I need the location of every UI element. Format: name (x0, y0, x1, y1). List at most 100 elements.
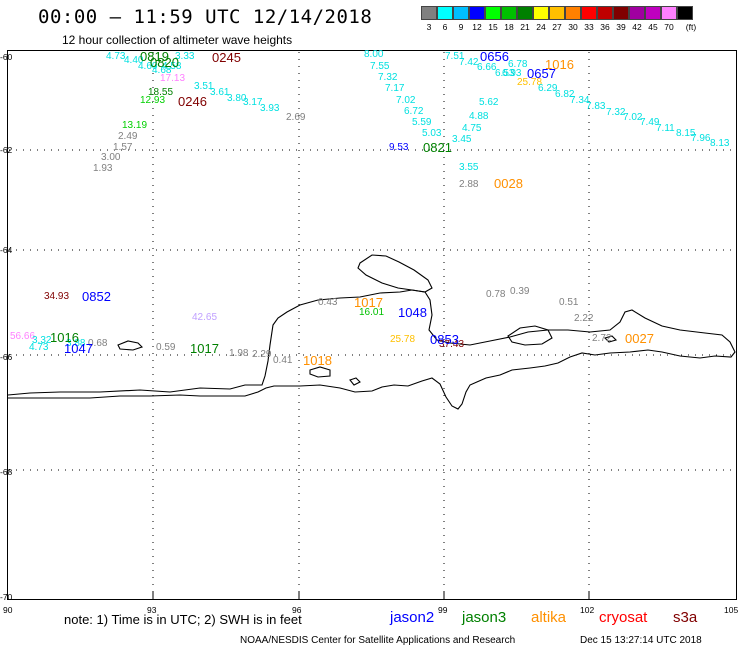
wave-height-value: 7.96 (691, 133, 711, 144)
wave-height-value: 4.73 (106, 51, 126, 62)
island (117, 340, 144, 351)
wave-height-value: 1.98 (229, 348, 249, 359)
wave-height-value: 7.42 (459, 57, 479, 68)
wave-height-value: 4.68 (152, 65, 172, 76)
map-title: 00:00 – 11:59 UTC 12/14/2018 (38, 6, 373, 28)
wave-height-value: 7.02 (396, 95, 416, 106)
wave-height-value: 3.93 (260, 103, 280, 114)
wave-height-value: 56.66 (10, 331, 36, 342)
wave-height-value: 3.33 (175, 51, 195, 62)
legend-label: 18 (504, 22, 514, 32)
lon-label: 99 (438, 605, 448, 615)
legend-swatch (485, 6, 501, 20)
wave-height-value: 18.55 (148, 87, 174, 98)
pass-time-label: 1017 (190, 341, 219, 356)
satellite-label-jason3: jason3 (462, 609, 507, 626)
wave-height-value: 0.78 (486, 289, 506, 300)
island (349, 377, 361, 386)
wave-height-value: 6.82 (555, 89, 575, 100)
wave-height-value: 7.32 (606, 107, 626, 118)
wave-height-value: 2.88 (459, 179, 479, 190)
map-plot-area (7, 50, 737, 600)
legend-label: 9 (458, 22, 464, 32)
wave-height-value: 6.53 (495, 68, 515, 79)
wave-height-value: 3.80 (227, 93, 247, 104)
wave-height-value: 3.61 (210, 87, 230, 98)
legend-swatch (501, 6, 517, 20)
pass-time-label: 1018 (303, 353, 332, 368)
legend-label: 15 (488, 22, 498, 32)
wave-height-value: 37.43 (439, 339, 465, 350)
wave-height-value: 13.19 (122, 120, 148, 131)
wave-height-value: 4.73 (29, 342, 49, 353)
wave-height-value: 16.01 (359, 307, 385, 318)
wave-height-value: 3.32 (32, 335, 52, 346)
wave-height-value: 2.22 (574, 313, 594, 324)
pass-time-label: 0657 (527, 66, 556, 81)
lon-label: 102 (580, 605, 595, 615)
wave-height-value: 6.72 (404, 106, 424, 117)
pass-time-label: 0245 (212, 50, 241, 65)
legend-label: 45 (648, 22, 658, 32)
legend-swatch (581, 6, 597, 20)
wave-height-value: 2.49 (118, 131, 138, 142)
wave-height-value: 4.58 (162, 61, 182, 72)
pass-time-label: 1048 (398, 305, 427, 320)
wave-height-value: 7.49 (640, 117, 660, 128)
legend-swatch (629, 6, 645, 20)
pass-time-label: 0819 (140, 49, 169, 64)
wave-height-value: 2.72 (592, 333, 612, 344)
legend-label: 42 (632, 22, 642, 32)
wave-height-value: 6.93 (502, 68, 522, 79)
wave-height-value: 7.83 (586, 101, 606, 112)
wave-height-value: 2.69 (286, 112, 306, 123)
pass-time-label: 0852 (82, 289, 111, 304)
wave-height-value: 8.15 (676, 128, 696, 139)
legend-label: 33 (584, 22, 594, 32)
legend-label: 6 (442, 22, 448, 32)
wave-height-value: 7.11 (656, 123, 675, 134)
pass-time-label: 0821 (423, 140, 452, 155)
lon-label: 96 (292, 605, 302, 615)
credit-line: NOAA/NESDIS Center for Satellite Applica… (240, 635, 516, 646)
pass-time-label: 0028 (494, 176, 523, 191)
wave-height-value: 5.59 (412, 117, 432, 128)
wave-height-value: 6.66 (477, 62, 497, 73)
color-legend (421, 6, 693, 20)
footer-note: note: 1) Time is in UTC; 2) SWH is in fe… (64, 612, 302, 627)
wave-height-value: 0.43 (318, 297, 338, 308)
wave-height-value: 25.78 (390, 334, 416, 345)
pass-time-label: 0246 (178, 94, 207, 109)
lat-label: -60 (0, 52, 13, 62)
wave-height-value: 3.17 (243, 97, 263, 108)
pass-time-label: 1017 (354, 295, 383, 310)
wave-height-value: 42.65 (192, 312, 218, 323)
island (309, 366, 331, 378)
wave-height-value: 34.93 (44, 291, 70, 302)
color-legend-labels: 3 6 9 12 15 18 21 24 27 30 33 36 39 42 45 70 (ft) (421, 22, 740, 34)
wave-height-value: 25.78 (517, 77, 543, 88)
island (357, 254, 433, 293)
wave-height-value: 6.78 (508, 59, 528, 70)
satellite-label-altika: altika (531, 609, 567, 626)
pass-time-label: 1047 (64, 341, 93, 356)
map-subtitle: 12 hour collection of altimeter wave hei… (62, 33, 293, 47)
lat-label: -64 (0, 245, 13, 255)
legend-swatch (437, 6, 453, 20)
wave-height-value: 5.03 (422, 128, 442, 139)
legend-swatch (517, 6, 533, 20)
wave-height-value: 8.00 (364, 49, 384, 60)
wave-height-value: 7.51 (445, 51, 465, 62)
wave-height-value: 1.93 (93, 163, 113, 174)
legend-swatch (645, 6, 661, 20)
lon-label: 93 (147, 605, 157, 615)
pass-time-label: 0656 (480, 49, 509, 64)
legend-label: 3 (426, 22, 432, 32)
satellite-label-cryosat: cryosat (599, 609, 648, 626)
wave-height-value: 0.51 (559, 297, 579, 308)
lat-label: -62 (0, 145, 13, 155)
legend-label: 36 (600, 22, 610, 32)
satellite-label-jason2: jason2 (390, 609, 435, 626)
legend-swatch (549, 6, 565, 20)
